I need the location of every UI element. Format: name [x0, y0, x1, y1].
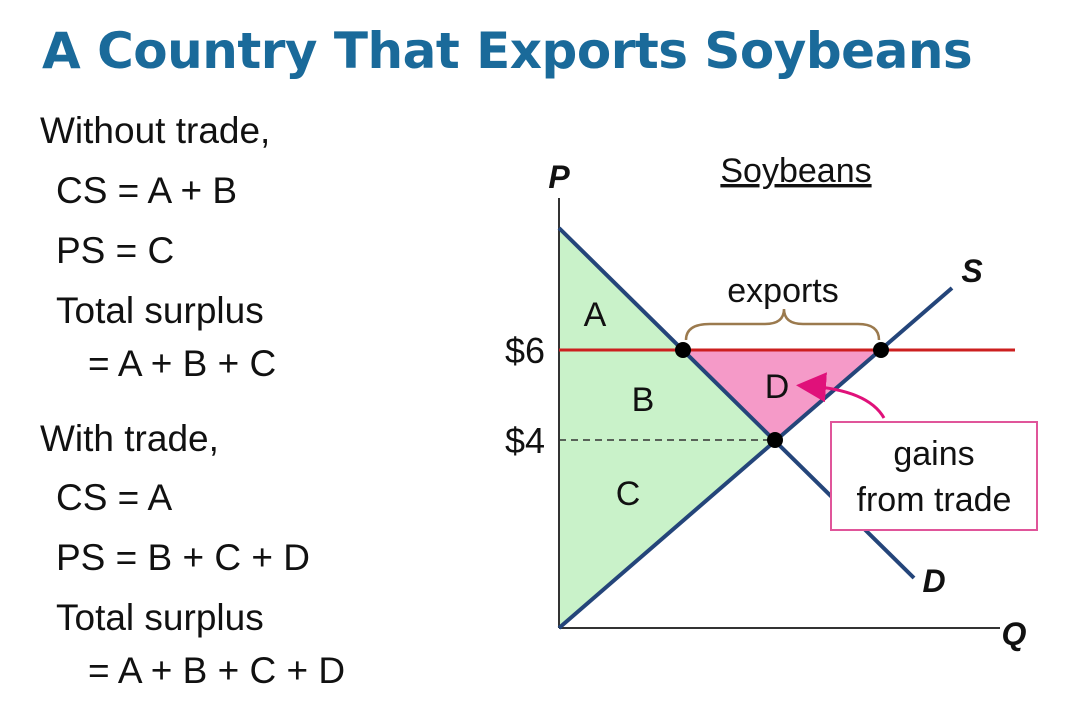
market-title: Soybeans: [720, 152, 871, 190]
without-trade-ps: PS = C: [56, 230, 175, 271]
gains-label-line2: from trade: [857, 481, 1012, 519]
domestic-demand-point: [675, 342, 691, 358]
with-trade-total-value: = A + B + C + D: [88, 650, 346, 691]
gains-area-d: [683, 350, 881, 440]
surplus-area-abc: [559, 228, 775, 628]
supply-curve-label: S: [961, 253, 983, 289]
with-trade-total-label: Total surplus: [56, 597, 264, 638]
equilibrium-point: [767, 432, 783, 448]
surplus-summary: Without trade, CS = A + B PS = C Total s…: [0, 0, 480, 710]
gains-callout-arrow: [796, 372, 886, 419]
gains-label-line1: gains: [893, 435, 974, 473]
without-trade-cs: CS = A + B: [56, 170, 238, 211]
page-title: A Country That Exports Soybeans: [42, 22, 973, 80]
without-trade-total-value: = A + B + C: [88, 343, 277, 384]
with-trade-heading: With trade,: [40, 418, 219, 459]
exports-label: exports: [727, 272, 839, 310]
world-price-label: $6: [505, 330, 545, 371]
without-trade-heading: Without trade,: [40, 110, 271, 151]
gains-callout-box: [830, 421, 1038, 531]
without-trade-total-label: Total surplus: [56, 290, 264, 331]
area-c-label: C: [616, 475, 641, 513]
area-d-label: D: [765, 368, 790, 406]
domestic-supply-point: [873, 342, 889, 358]
domestic-price-label: $4: [505, 420, 545, 461]
area-b-label: B: [632, 381, 655, 419]
x-axis-label: Q: [1002, 616, 1027, 652]
y-axis-label: P: [548, 159, 570, 195]
with-trade-ps: PS = B + C + D: [56, 537, 310, 578]
demand-curve-label: D: [922, 563, 945, 599]
area-a-label: A: [584, 296, 607, 334]
with-trade-cs: CS = A: [56, 477, 173, 518]
exports-brace: [684, 308, 881, 341]
